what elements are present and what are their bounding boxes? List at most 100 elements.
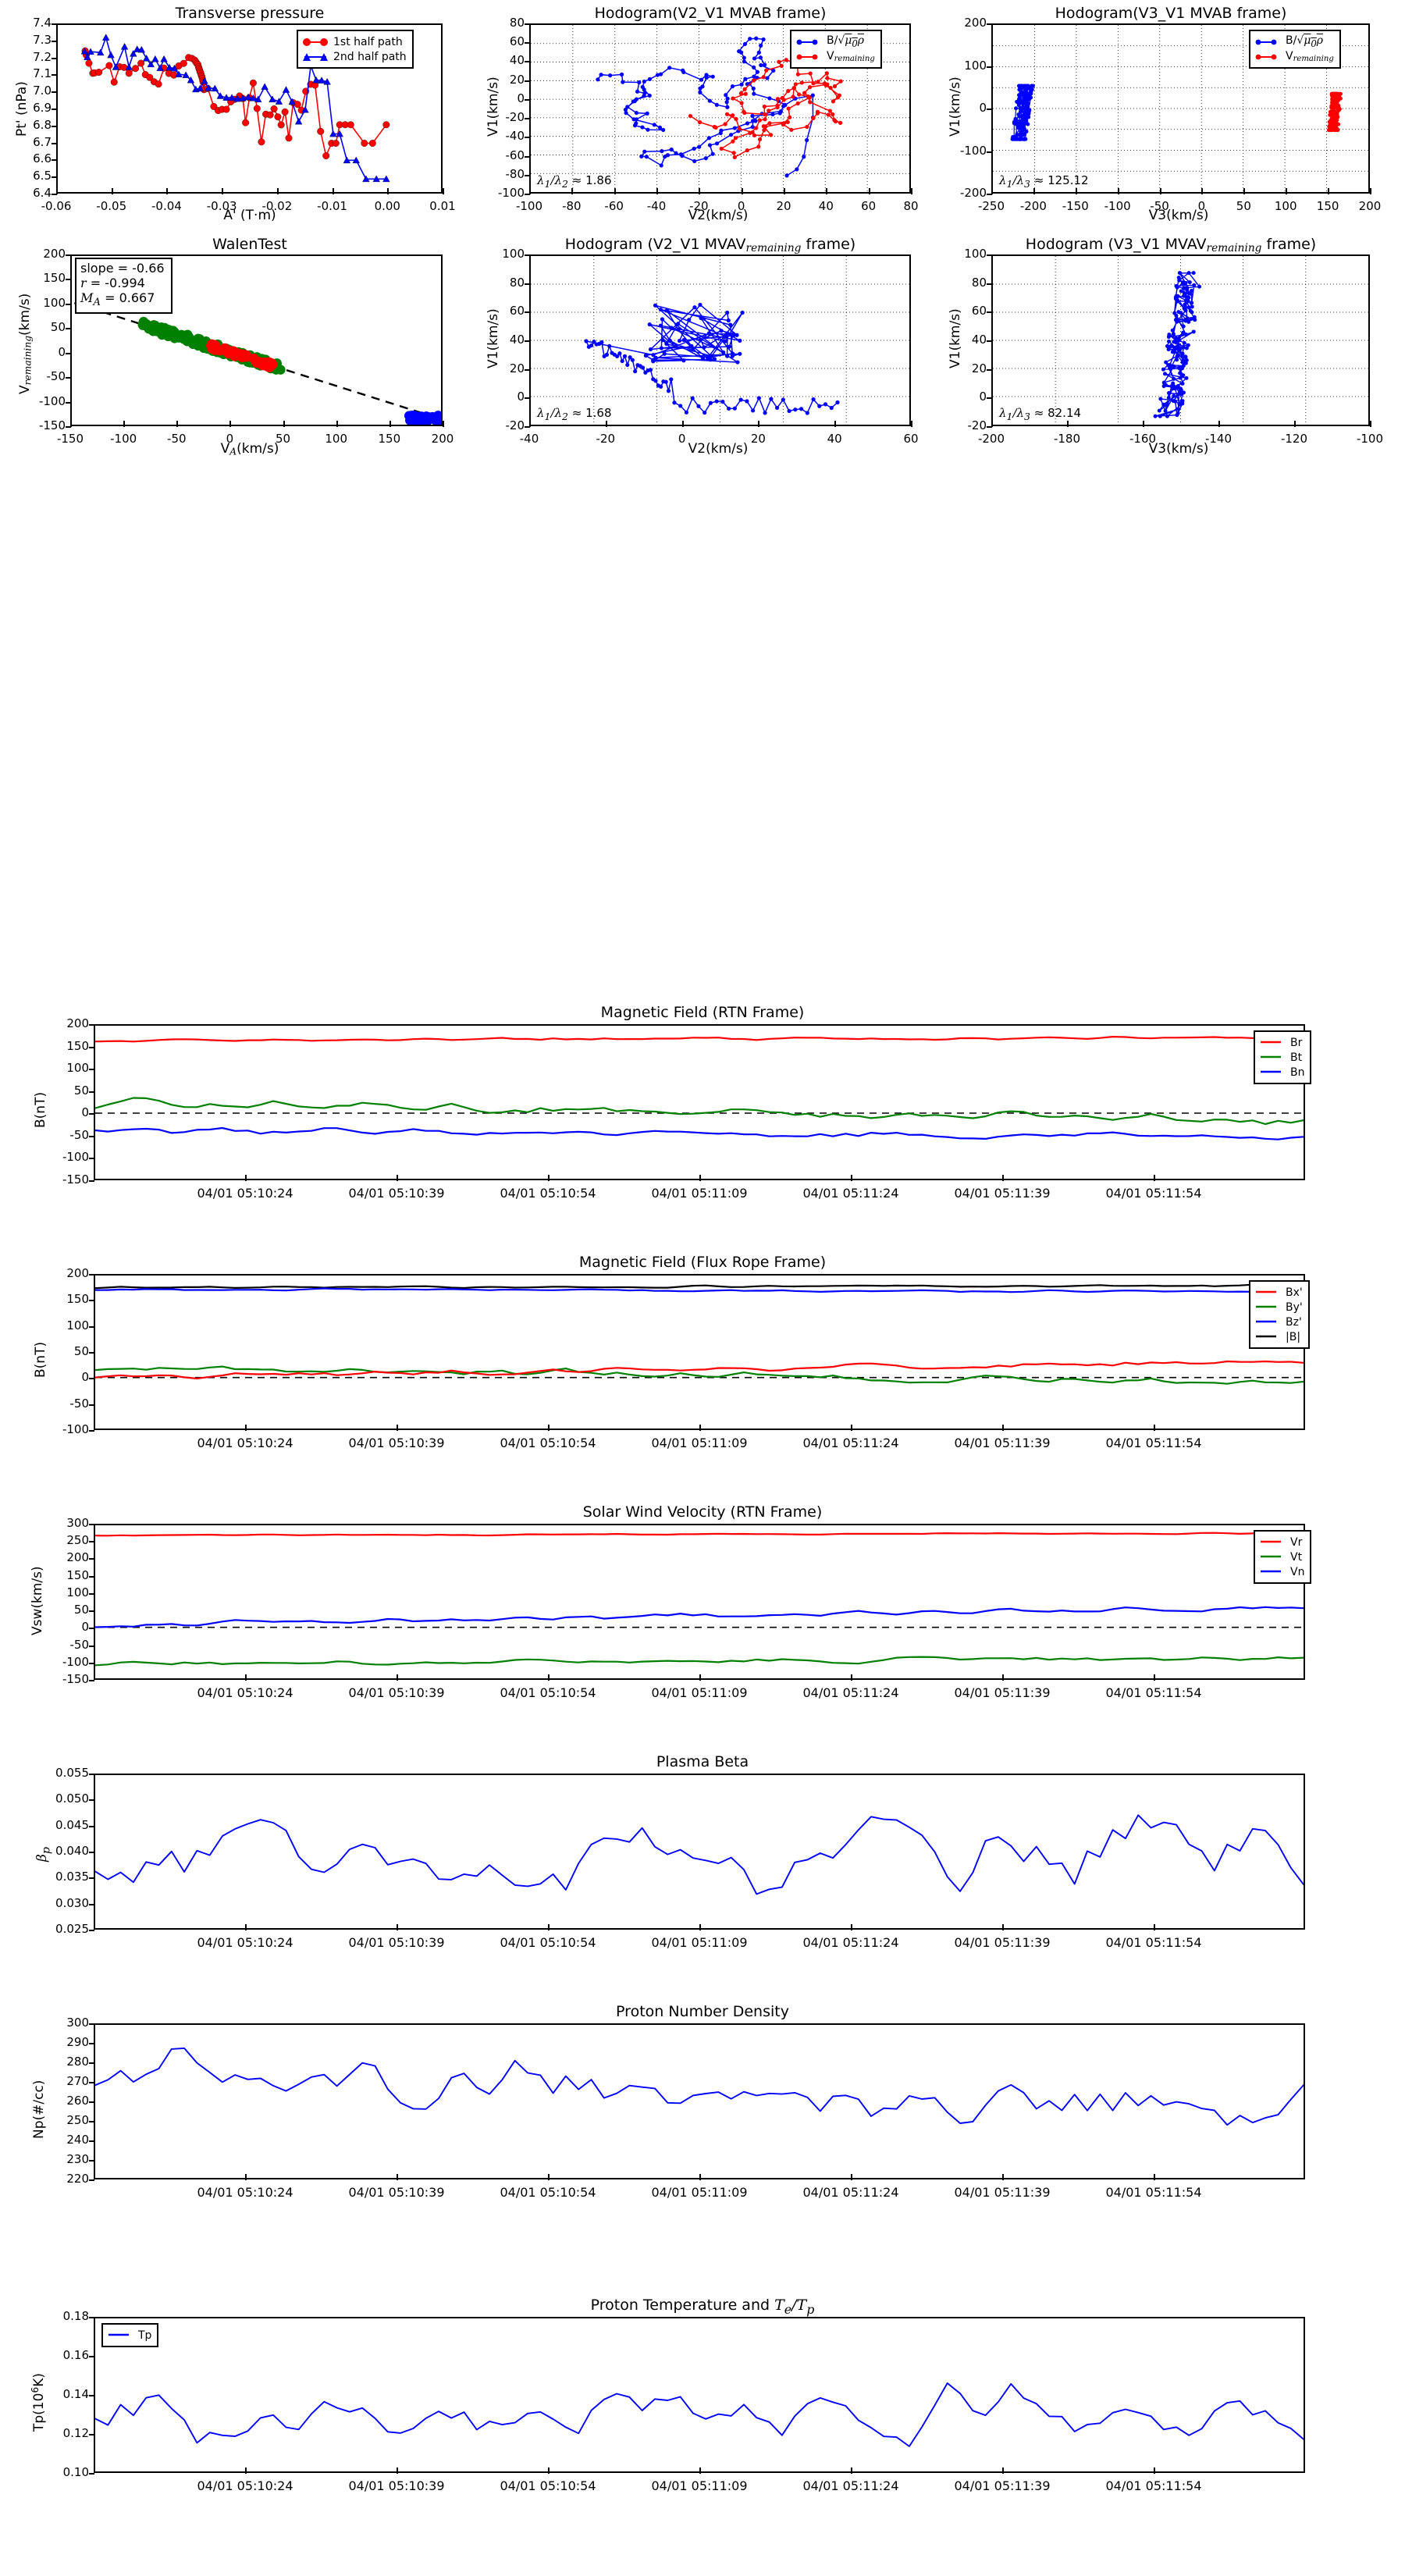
y-tickmark (525, 42, 530, 44)
y-tickmark (52, 74, 57, 76)
y-tickmark (89, 1903, 94, 1905)
x-tick-label: 04/01 05:11:24 (802, 1436, 899, 1450)
x-tick-label: 60 (903, 432, 919, 446)
x-tickmark (548, 1674, 550, 1681)
legend-label: 1st half path (333, 35, 403, 48)
y-tick-label: 0 (517, 91, 525, 105)
y-tickmark (525, 368, 530, 371)
y-tickmark (89, 1046, 94, 1048)
y-tick-label: 200 (964, 16, 987, 30)
y-tickmark (52, 40, 57, 42)
y-tick-label: 150 (66, 1567, 89, 1582)
y-tickmark (89, 1135, 94, 1137)
legend-item: Vt (1259, 1550, 1304, 1564)
legend-label: Bz' (1286, 1315, 1302, 1329)
y-tick-label: -100 (38, 393, 66, 408)
x-tick-label: 04/01 05:11:09 (651, 2185, 748, 2200)
x-tick-label: -150 (56, 432, 84, 446)
x-tickmark (245, 2467, 247, 2474)
x-tickmark (699, 2174, 701, 2180)
x-tick-label: -0.05 (96, 199, 127, 213)
y-tickmark (89, 1300, 94, 1302)
x-tick-label: -100 (1356, 432, 1384, 446)
x-tick-label: 20 (750, 432, 766, 446)
y-tick-label: 280 (66, 2055, 89, 2069)
panel-hodogram-v3v1-mvab: Hodogram(V3_V1 MVAB frame) V1(km/s) V3(k… (937, 0, 1405, 226)
x-tick-label: -100 (515, 199, 543, 213)
x-tickmark (741, 188, 743, 194)
y-tick-label: 7.3 (33, 32, 52, 47)
x-tickmark (605, 421, 607, 427)
y-tickmark (89, 2160, 94, 2161)
x-tick-label: 04/01 05:11:09 (651, 1685, 748, 1700)
x-tickmark (1328, 188, 1330, 194)
y-tick-label: 240 (66, 2133, 89, 2147)
x-tickmark (387, 188, 389, 194)
x-tick-label: -40 (519, 432, 539, 446)
x-tickmark (1154, 1175, 1155, 1181)
plot-area (94, 2317, 1305, 2473)
y-tickmark (89, 1628, 94, 1630)
y-tickmark (987, 254, 992, 256)
panel-title: Magnetic Field (Flux Rope Frame) (578, 1254, 827, 1271)
y-tick-label: 0 (81, 1105, 89, 1120)
y-tick-label: -40 (505, 129, 525, 144)
y-tick-label: -50 (69, 1637, 90, 1652)
x-tickmark (276, 188, 279, 194)
panel-magnetic-field-fluxrope: Magnetic Field (Flux Rope Frame) B(nT) B… (0, 1210, 1405, 1460)
x-tickmark (1033, 188, 1035, 194)
x-tickmark (1159, 188, 1161, 194)
y-tickmark (89, 1825, 94, 1827)
x-tickmark (443, 188, 444, 194)
y-tickmark (987, 109, 992, 110)
y-tick-label: 50 (50, 320, 66, 335)
x-tickmark (1370, 421, 1371, 427)
x-tick-label: 04/01 05:11:39 (954, 2185, 1051, 2200)
panel-title: Hodogram(V2_V1 MVAB frame) (594, 5, 827, 22)
y-tickmark (89, 1404, 94, 1406)
x-tickmark (1370, 188, 1371, 194)
y-tick-label: 6.5 (33, 169, 52, 183)
y-tick-label: 300 (66, 1516, 89, 1530)
x-tickmark (614, 188, 616, 194)
x-tick-label: 60 (861, 199, 877, 213)
eigenvalue-ratio-annotation: λ1/λ2 ≈ 1.68 (537, 406, 612, 422)
y-tick-label: 80 (509, 16, 525, 30)
legend-item: Vremaining (795, 49, 875, 64)
legend-label: Bt (1290, 1051, 1303, 1064)
y-tickmark (89, 2434, 94, 2435)
x-tickmark (548, 2467, 550, 2474)
y-tick-label: -200 (959, 186, 987, 200)
legend-label: Vremaining (1286, 49, 1334, 64)
x-tickmark (245, 1425, 247, 1431)
y-tick-label: 6.8 (33, 117, 52, 132)
x-tick-label: 04/01 05:10:54 (500, 1186, 596, 1201)
y-tickmark (52, 142, 57, 144)
x-tickmark (529, 188, 531, 194)
x-tickmark (548, 2174, 550, 2180)
legend-label: Vremaining (827, 49, 875, 64)
x-tick-label: -100 (110, 432, 137, 446)
x-tickmark (1143, 421, 1144, 427)
y-tickmark (89, 1774, 94, 1775)
y-tick-label: 50 (73, 1603, 89, 1617)
y-tickmark (987, 283, 992, 285)
legend: Br Bt Bn (1254, 1030, 1312, 1084)
x-tickmark (245, 1674, 247, 1681)
stat-alfven-mach: MA = 0.667 (80, 290, 155, 308)
x-tickmark (1218, 421, 1220, 427)
x-tickmark (834, 421, 837, 427)
y-tick-label: 40 (971, 333, 987, 347)
y-tickmark (89, 2473, 94, 2475)
y-tick-label: 40 (509, 333, 525, 347)
x-tick-label: 40 (827, 432, 842, 446)
y-tick-label: 150 (43, 271, 66, 286)
x-tickmark (1154, 2174, 1155, 2180)
y-tickmark (66, 254, 71, 256)
y-tick-label: -20 (505, 110, 525, 125)
y-tick-label: 0.055 (55, 1766, 89, 1780)
x-tick-label: -0.04 (151, 199, 182, 213)
panel-title: WalenTest (212, 236, 287, 253)
x-tickmark (911, 421, 912, 427)
y-tickmark (89, 2140, 94, 2142)
